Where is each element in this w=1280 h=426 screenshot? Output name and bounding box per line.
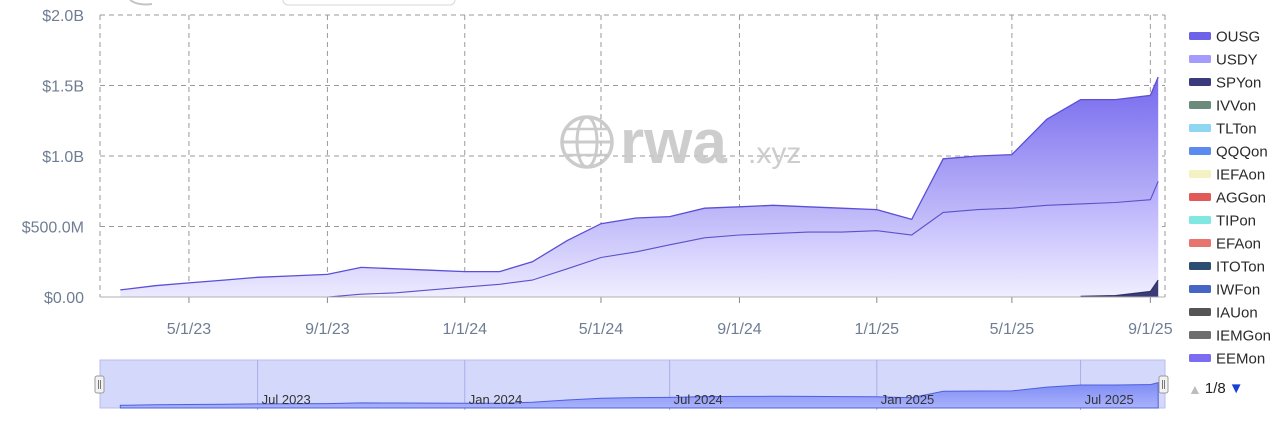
series-line-usdy[interactable] [120,181,1159,297]
legend-label: QQQon [1216,144,1268,161]
legend-label: IEFAon [1216,167,1265,184]
legend-item-aggon[interactable]: AGGon [1189,190,1266,207]
series-area-usdy[interactable] [120,181,1159,297]
legend-label: IVVon [1216,98,1256,115]
legend-item-eemon[interactable]: EEMon [1189,351,1265,368]
legend-item-tipon[interactable]: TIPon [1189,213,1256,230]
x-tick-label: 9/1/23 [305,321,350,338]
legend-label: OUSG [1216,29,1260,46]
navigator-label: Jan 2025 [881,392,935,407]
watermark: rwa .xyz [560,108,801,177]
y-axis: $0.00 $500.0M $1.0B $1.5B $2.0B [22,8,84,307]
navigator-right-handle[interactable] [1158,375,1169,394]
legend-item-iefaon[interactable]: IEFAon [1189,167,1265,184]
legend-label: IWFon [1216,282,1260,299]
range-input-partial[interactable] [282,0,456,6]
y-tick-label: $1.5B [42,79,84,96]
legend-item-efaon[interactable]: EFAon [1189,236,1261,253]
watermark-brand: rwa [620,108,727,177]
x-tick-label: 5/1/23 [167,321,212,338]
legend-item-qqqon[interactable]: QQQon [1189,144,1268,161]
legend-label: ITOTon [1216,259,1265,276]
legend-item-iwfon[interactable]: IWFon [1189,282,1260,299]
series-layer [120,76,1159,297]
legend-item-tlton[interactable]: TLTon [1189,121,1257,138]
x-tick-label: 5/1/25 [990,321,1035,338]
x-tick-label: 5/1/24 [579,321,624,338]
legend-item-usdy[interactable]: USDY [1189,52,1258,69]
globe-icon [560,115,614,169]
legend-label: EEMon [1216,351,1265,368]
legend-label: USDY [1216,52,1258,69]
legend-label: IAUon [1216,305,1258,322]
navigator[interactable]: Jul 2023 Jan 2024 Jul 2024 Jan 2025 Jul 2025 [94,359,1169,410]
x-tick-label: 1/1/24 [443,321,488,338]
navigator-labels: Jul 2023 Jan 2024 Jul 2024 Jan 2025 Jul 2025 [262,392,1134,407]
pager-text: 1/8 [1204,380,1226,397]
legend-item-iauon[interactable]: IAUon [1189,305,1258,322]
legend-label: SPYon [1216,75,1261,92]
navigator-label: Jan 2024 [469,392,522,407]
y-tick-label: $0.00 [44,290,84,307]
legend-item-spyon[interactable]: SPYon [1189,75,1261,92]
x-axis: 5/1/23 9/1/23 1/1/24 5/1/24 9/1/24 1/1/25 5/1/… [100,296,1173,338]
legend-item-ousg[interactable]: OUSG [1189,29,1260,46]
legend-label: TIPon [1216,213,1256,230]
navigator-left-handle[interactable] [94,375,105,394]
y-tick-label: $500.0M [22,220,84,237]
navigator-label: Jul 2024 [674,392,723,407]
navigator-label: Jul 2025 [1085,392,1134,407]
series-line-ousg[interactable] [120,76,1159,291]
y-tick-label: $2.0B [42,8,84,25]
legend-label: IEMGon [1216,328,1271,345]
series-line-spyon[interactable] [1080,279,1159,297]
legend-label: EFAon [1216,236,1261,253]
x-tick-label: 9/1/25 [1128,321,1173,338]
watermark-suffix: .xyz [748,137,801,170]
legend-item-itoton[interactable]: ITOTon [1189,259,1265,276]
x-tick-label: 1/1/25 [855,321,900,338]
legend-item-ivvon[interactable]: IVVon [1189,98,1256,115]
triangle-down-icon[interactable]: ▼ [1228,380,1244,397]
toggle-partial[interactable] [129,0,153,6]
legend-label: AGGon [1216,190,1266,207]
navigator-label: Jul 2023 [262,392,311,407]
legend-pager: ▲ 1/8 ▼ [1188,380,1244,397]
legend-item-iemgon[interactable]: IEMGon [1189,328,1271,345]
legend-label: TLTon [1216,121,1257,138]
legend: OUSG USDY SPYon IVVon TLTon QQQon IEFAon AGGon T… [1189,29,1271,368]
navigator-area [119,381,1159,409]
x-tick-label: 9/1/24 [717,321,762,338]
series-area-spyon[interactable] [1080,280,1159,297]
y-tick-label: $1.0B [42,149,84,166]
triangle-up-icon[interactable]: ▲ [1188,380,1202,397]
